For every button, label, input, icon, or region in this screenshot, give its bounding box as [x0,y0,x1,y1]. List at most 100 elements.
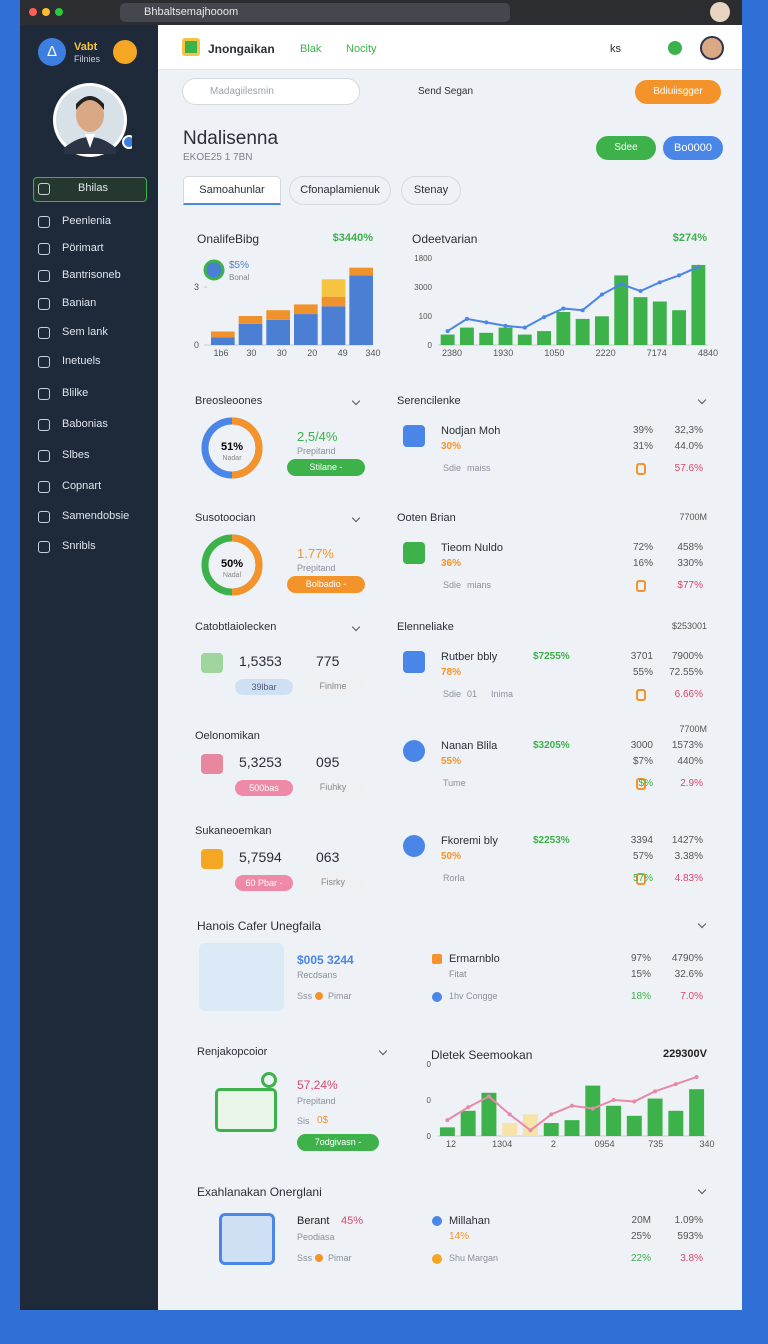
pill[interactable]: 7odgivasn - [297,1134,379,1151]
sidebar: Δ Vabt Filnies Bhilas Peenlenia Pörimart Ba… [20,25,158,1310]
content: OnalifeBibg $3440% 1b6 30 30 20 49 340 0 3 $5% Bona… [20,0,742,1310]
tab[interactable]: Samoahunlar [183,176,281,205]
status-dot [668,41,682,55]
page-title: Ndalisenna [183,128,279,149]
header-icon-label[interactable]: ks [610,43,621,55]
point [542,315,547,320]
stat: 97% [630,953,651,964]
button[interactable]: Finlme [303,676,363,696]
nav-item[interactable]: Pörimart [62,242,104,254]
nav-item[interactable]: Sem lank [62,326,108,338]
pill[interactable]: Stilane - [287,459,365,476]
x-tick-label: 2 [551,1139,556,1149]
nav-item[interactable]: Samendobsie [62,510,130,522]
point [677,273,682,278]
action-button[interactable]: Sdee [596,136,656,160]
nav-icon [38,450,50,462]
stat: $7% [632,756,653,767]
illustration [215,1088,277,1132]
value: 2,5/4% [297,429,338,444]
search-box[interactable] [182,78,360,105]
header-avatar[interactable] [700,36,724,60]
stat: 440% [677,756,703,767]
bar [652,301,667,345]
corner: 7700M [679,724,707,734]
stat: $77% [677,580,703,591]
nav-item[interactable]: Babonias [62,418,108,430]
stat: 39% [632,425,653,436]
button[interactable]: Fisrky [303,872,363,892]
line [447,265,699,332]
avatar-small[interactable] [710,2,730,22]
y-tick-label: 0 [194,340,199,350]
pill[interactable]: 60 Pbar - [235,875,293,891]
bar [543,1123,559,1136]
nav-active[interactable] [33,177,147,202]
mid-meta: 1hv Congge [449,991,498,1001]
card: Elenneliake $253001 Rutber bbly 78% $7255% Sd… [383,609,721,709]
point [484,320,489,325]
pill[interactable]: 39lbar [235,679,293,695]
card: Fkoremi bly 50% $2253% Rorla 3394 1427% 57% 3.3… [383,813,721,897]
x-tick-label: 1b6 [213,348,228,358]
badge [636,778,646,790]
stat: 55% [632,667,653,678]
page-subtitle: EKOE25 1 7BN [183,152,253,163]
icon [403,835,425,857]
card-title: Hanois Cafer Unegfaila [197,919,322,933]
tab[interactable]: Stenay [401,176,461,205]
x-tick-label: 30 [246,348,256,358]
ring-label: Nadal [223,572,242,579]
address-bar[interactable] [120,3,510,22]
legend-value: $5% [229,260,249,271]
x-tick-label: 49 [338,348,348,358]
value: 1.77% [297,546,334,561]
button[interactable]: Fiuhky [303,777,363,797]
nav-item[interactable]: Copnart [62,480,102,492]
bar [517,334,532,345]
send-link[interactable]: Send Segan [418,86,474,97]
chevron[interactable] [697,1185,707,1195]
tab[interactable]: Cfonaplamienuk [289,176,391,205]
header-link[interactable]: Nocity [346,43,377,55]
nav-item[interactable]: Slbes [62,449,90,461]
mid-name: Millahan [449,1215,490,1227]
nav-item[interactable]: Snribls [62,540,96,552]
nav-item[interactable]: Bhilas [78,182,108,194]
stat: 2.9% [680,778,703,789]
nav-icon [38,243,50,255]
stat: 3.38% [674,851,703,862]
primary-button[interactable]: Bdiuiisgger [635,80,721,104]
chevron[interactable] [351,396,361,406]
pill[interactable]: Bolbadio - [287,576,365,593]
action-button[interactable]: Bo0000 [663,136,723,160]
stat: 57.6% [674,463,703,474]
header-link[interactable]: Blak [300,43,322,55]
point [673,1082,678,1087]
chevron[interactable] [351,513,361,523]
brand: Vabt [74,41,98,53]
nav-item[interactable]: Peenlenia [62,215,111,227]
stat: 72% [632,542,653,553]
nav-item[interactable]: Banian [62,297,97,309]
nav-item[interactable]: Inetuels [62,355,101,367]
chevron[interactable] [697,395,707,405]
chevron[interactable] [351,622,361,632]
icon [403,651,425,673]
chart: 1b6 30 30 20 49 340 0 3 $5% Bonal [194,259,381,358]
stat: 44.0% [674,441,703,452]
chevron[interactable] [378,1046,388,1056]
pill[interactable]: 500bas [235,780,293,796]
x-tick-label: 30 [277,348,287,358]
nav-item[interactable]: Bantrisoneb [62,269,121,281]
point [466,1105,471,1110]
stat: 25% [630,1231,651,1242]
mid-check [432,1254,442,1264]
nav-item[interactable]: Blilke [62,387,89,399]
label: Prepitand [297,446,336,456]
mid-icon [432,954,442,964]
stat: 31% [632,441,653,452]
x-tick-label: 4840 [698,348,718,358]
chevron[interactable] [697,919,707,929]
